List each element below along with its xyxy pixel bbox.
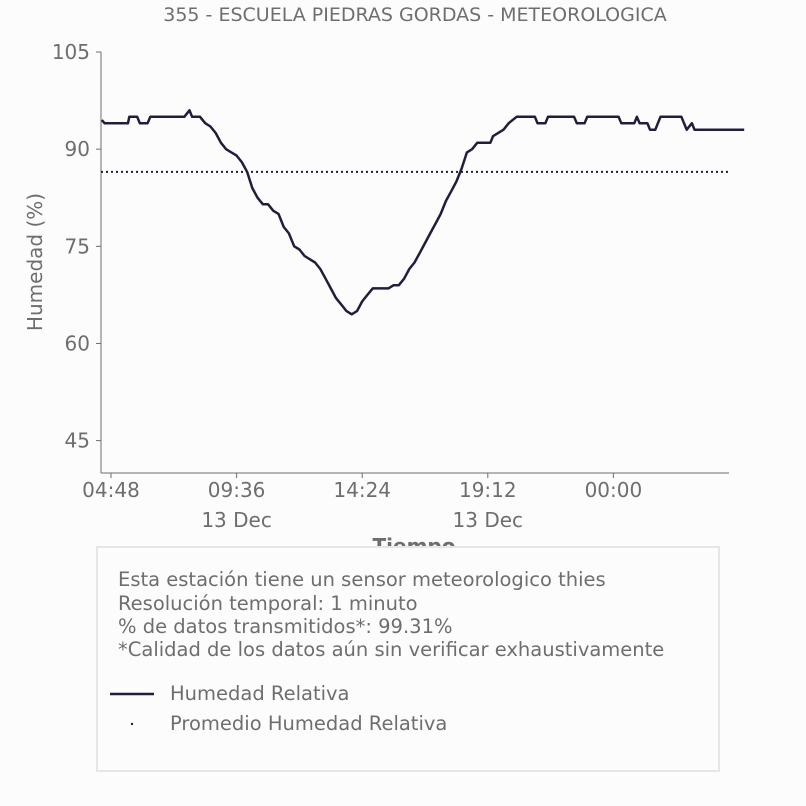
info-resolution-line: Resolución temporal: 1 minuto: [118, 592, 418, 615]
y-tick-label: 75: [65, 234, 90, 258]
chart-title: 355 - ESCUELA PIEDRAS GORDAS - METEOROLO…: [163, 4, 666, 26]
x-tick-label: 19:12: [459, 478, 517, 502]
y-tick-label: 45: [65, 429, 90, 453]
info-transmitted-line: % de datos transmitidos*: 99.31%: [118, 615, 453, 638]
legend-dot-icon: [130, 722, 134, 726]
humidity-chart: 355 - ESCUELA PIEDRAS GORDAS - METEOROLO…: [23, 4, 745, 558]
chart-axes: [100, 52, 729, 474]
x-ticks: 04:48 09:36 13 Dec 14:24 19:12 13 Dec 00:00: [82, 473, 642, 532]
x-tick-label: 04:48: [82, 478, 140, 502]
x-tick-label: 09:36: [208, 478, 266, 502]
x-tick-label: 14:24: [333, 478, 391, 502]
legend-item-humedad: Humedad Relativa: [110, 682, 670, 706]
y-tick-label: 60: [65, 331, 90, 355]
legend-label-humedad: Humedad Relativa: [170, 682, 350, 705]
y-axis-label: Humedad (%): [23, 193, 47, 331]
legend-item-promedio: Promedio Humedad Relativa: [110, 712, 670, 736]
series-layer: [100, 109, 745, 316]
info-quality-line: *Calidad de los datos aún sin verificar …: [118, 638, 665, 661]
x-tick-date-label: 13 Dec: [453, 508, 524, 532]
y-tick-label: 105: [52, 40, 90, 64]
series-humedad-relativa: [100, 109, 745, 316]
x-tick-label: 00:00: [585, 478, 643, 502]
legend-solid-line-icon: [110, 692, 154, 696]
x-tick-date-label: 13 Dec: [201, 508, 272, 532]
y-tick-label: 90: [65, 137, 90, 161]
y-ticks: 105 90 75 60 45: [52, 40, 101, 453]
info-box: Esta estación tiene un sensor meteorolog…: [96, 546, 720, 772]
info-sensor-line: Esta estación tiene un sensor meteorolog…: [118, 568, 606, 591]
legend-label-promedio: Promedio Humedad Relativa: [170, 712, 448, 735]
